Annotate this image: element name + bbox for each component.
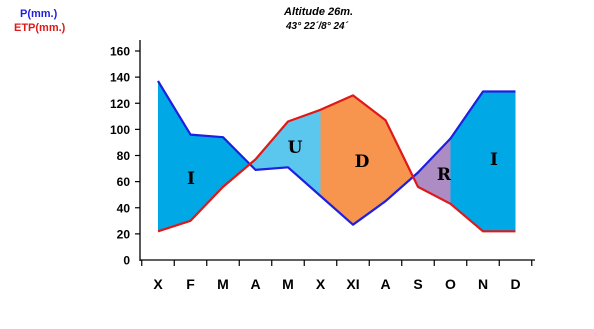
x-tick-label: S [413, 276, 422, 292]
x-tick-label: N [478, 276, 488, 292]
etp-line [157, 94, 516, 233]
x-tick-label: XI [346, 276, 359, 292]
axes: 0 20 40 60 80 100 120 140 160 X F M A M X XI A S O N D [110, 40, 535, 292]
zone-area-4 [413, 138, 451, 204]
y-tick-label: 20 [117, 227, 131, 241]
zone-area-5 [450, 91, 516, 232]
x-tick-label: D [510, 276, 520, 292]
y-tick-label: 140 [110, 71, 130, 85]
x-tick-label: X [153, 276, 163, 292]
y-tick-label: 40 [117, 201, 131, 215]
y-tick-label: 60 [117, 175, 131, 189]
x-tick-label: A [250, 276, 260, 292]
x-tick-label: A [380, 276, 390, 292]
series-lines [157, 80, 516, 233]
x-tick-label: F [186, 276, 195, 292]
zone-labels: I U D R I [187, 138, 498, 189]
y-tick-label: 160 [110, 45, 130, 59]
y-tick-label: 120 [110, 97, 130, 111]
y-tick-label: 100 [110, 123, 130, 137]
etp-legend-label: ETP(mm.) [14, 22, 66, 34]
zone-label-1: I [187, 169, 195, 189]
zone-area-1 [158, 81, 250, 232]
zone-area-3 [320, 95, 414, 225]
zone-area-2 [249, 109, 321, 196]
x-tick-label: M [282, 276, 294, 292]
chart-title-altitude: Altitude 26m. [284, 6, 354, 18]
x-tick-label: O [445, 276, 456, 292]
zone-label-4: R [437, 165, 452, 185]
x-tick-label: X [316, 276, 326, 292]
chart-title-coordinates: 43° 22´/8° 24´ [286, 21, 348, 32]
precipitation-line [157, 80, 516, 226]
zone-areas [158, 81, 516, 232]
y-tick-label: 80 [117, 149, 131, 163]
x-tick-label: M [217, 276, 229, 292]
zone-label-5: I [490, 150, 498, 170]
zone-label-2: U [288, 138, 303, 158]
y-tick-label: 0 [123, 254, 130, 268]
precipitation-legend-label: P(mm.) [20, 8, 58, 20]
zone-label-3: D [355, 152, 370, 172]
